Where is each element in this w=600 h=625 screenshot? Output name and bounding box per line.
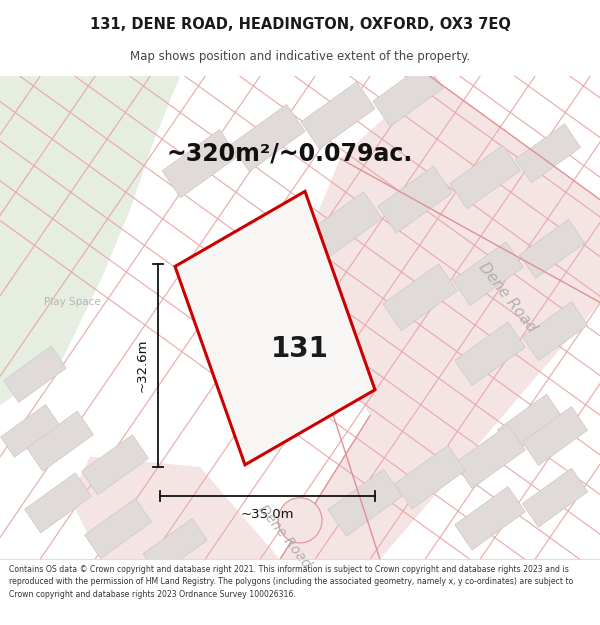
Polygon shape <box>520 219 584 278</box>
Text: ~35.0m: ~35.0m <box>241 508 294 521</box>
Polygon shape <box>450 145 520 209</box>
Polygon shape <box>328 469 402 536</box>
Text: ~32.6m: ~32.6m <box>136 339 149 392</box>
Polygon shape <box>82 435 148 495</box>
Polygon shape <box>162 129 238 198</box>
Polygon shape <box>497 394 563 453</box>
Polygon shape <box>523 302 587 361</box>
Polygon shape <box>383 264 457 331</box>
Polygon shape <box>70 457 280 559</box>
Polygon shape <box>26 411 94 471</box>
Polygon shape <box>523 468 587 527</box>
Text: Play Space: Play Space <box>44 298 100 308</box>
Polygon shape <box>455 425 525 488</box>
Polygon shape <box>395 446 465 509</box>
Polygon shape <box>453 242 523 306</box>
Polygon shape <box>1 404 59 458</box>
Polygon shape <box>378 166 452 233</box>
Polygon shape <box>143 518 207 576</box>
Text: 131: 131 <box>271 334 329 362</box>
Polygon shape <box>231 104 305 171</box>
Polygon shape <box>25 472 91 533</box>
Circle shape <box>278 498 322 543</box>
Text: 131, DENE ROAD, HEADINGTON, OXFORD, OX3 7EQ: 131, DENE ROAD, HEADINGTON, OXFORD, OX3 … <box>89 17 511 32</box>
Polygon shape <box>308 192 382 259</box>
Polygon shape <box>0 76 180 405</box>
Polygon shape <box>4 346 66 403</box>
Text: Dene Road: Dene Road <box>256 503 314 571</box>
Text: Dene Road: Dene Road <box>475 259 539 335</box>
Polygon shape <box>455 322 525 386</box>
Text: Contains OS data © Crown copyright and database right 2021. This information is : Contains OS data © Crown copyright and d… <box>9 564 573 599</box>
Text: Map shows position and indicative extent of the property.: Map shows position and indicative extent… <box>130 50 470 63</box>
Text: ~320m²/~0.079ac.: ~320m²/~0.079ac. <box>167 141 413 166</box>
Polygon shape <box>85 499 151 559</box>
Polygon shape <box>175 191 375 465</box>
Polygon shape <box>301 82 375 149</box>
Polygon shape <box>455 486 525 550</box>
Polygon shape <box>523 406 587 466</box>
Polygon shape <box>280 76 600 559</box>
Polygon shape <box>373 63 443 126</box>
Polygon shape <box>515 124 581 183</box>
